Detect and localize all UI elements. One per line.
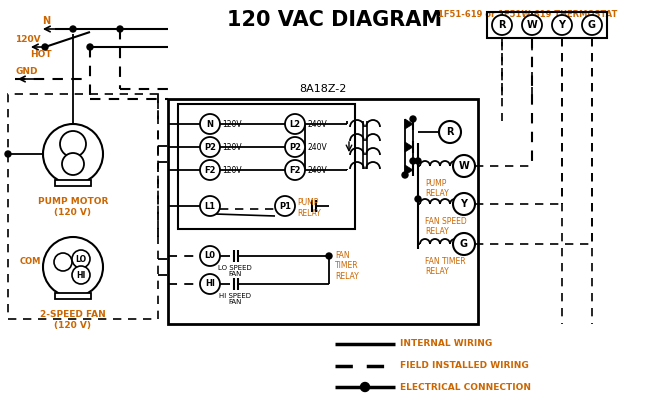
Bar (168, 99, 478, 324)
Text: LO SPEED
FAN: LO SPEED FAN (218, 265, 252, 277)
Circle shape (285, 160, 305, 180)
Circle shape (415, 196, 421, 202)
Circle shape (552, 15, 572, 35)
Text: 1F51-619 or 1F51W-619 THERMOSTAT: 1F51-619 or 1F51W-619 THERMOSTAT (438, 10, 618, 19)
Circle shape (453, 155, 475, 177)
Text: R: R (498, 20, 506, 30)
Text: 120V: 120V (222, 166, 242, 174)
Text: FAN SPEED
RELAY: FAN SPEED RELAY (425, 217, 467, 236)
Bar (487, 12, 607, 38)
Text: HI: HI (76, 271, 86, 279)
Circle shape (200, 246, 220, 266)
Circle shape (72, 250, 90, 268)
Text: 240V: 240V (307, 142, 327, 152)
Text: P1: P1 (279, 202, 291, 210)
Text: F2: F2 (289, 166, 301, 174)
Circle shape (117, 26, 123, 32)
Circle shape (87, 44, 93, 50)
Text: ELECTRICAL CONNECTION: ELECTRICAL CONNECTION (400, 383, 531, 391)
Text: G: G (588, 20, 596, 30)
Circle shape (200, 274, 220, 294)
Text: L1: L1 (204, 202, 216, 210)
Circle shape (285, 114, 305, 134)
Text: HOT: HOT (30, 50, 52, 59)
Text: 240V: 240V (307, 166, 327, 174)
Bar (178, 104, 355, 229)
Circle shape (415, 158, 421, 164)
Polygon shape (405, 165, 413, 175)
Text: FAN
TIMER
RELAY: FAN TIMER RELAY (335, 251, 358, 281)
Circle shape (72, 266, 90, 284)
Text: Y: Y (460, 199, 468, 209)
Text: G: G (460, 239, 468, 249)
Circle shape (275, 196, 295, 216)
Text: W: W (459, 161, 470, 171)
Circle shape (200, 160, 220, 180)
Text: COM: COM (19, 258, 41, 266)
Circle shape (410, 158, 416, 164)
Text: 8A18Z-2: 8A18Z-2 (299, 84, 346, 94)
Circle shape (70, 26, 76, 32)
Circle shape (54, 253, 72, 271)
Bar (8, 94, 158, 319)
Bar (55, 180, 91, 186)
Text: P2: P2 (289, 142, 301, 152)
Circle shape (43, 124, 103, 184)
Text: R: R (446, 127, 454, 137)
Circle shape (5, 151, 11, 157)
Text: W: W (527, 20, 537, 30)
Circle shape (402, 172, 408, 178)
Circle shape (60, 131, 86, 157)
Circle shape (453, 193, 475, 215)
Text: PUMP
RELAY: PUMP RELAY (297, 198, 321, 218)
Circle shape (326, 253, 332, 259)
Text: F2: F2 (204, 166, 216, 174)
Text: FIELD INSTALLED WIRING: FIELD INSTALLED WIRING (400, 362, 529, 370)
Text: FAN TIMER
RELAY: FAN TIMER RELAY (425, 257, 466, 277)
Text: Y: Y (559, 20, 565, 30)
Text: 2-SPEED FAN
(120 V): 2-SPEED FAN (120 V) (40, 310, 106, 330)
Text: L2: L2 (289, 119, 301, 129)
Text: 120V: 120V (222, 119, 242, 129)
Text: LO: LO (76, 254, 86, 264)
Text: P2: P2 (204, 142, 216, 152)
Text: 240V: 240V (307, 119, 327, 129)
Text: GND: GND (15, 67, 38, 76)
Circle shape (200, 196, 220, 216)
Circle shape (42, 44, 48, 50)
Text: N: N (42, 16, 50, 26)
Text: HI: HI (205, 279, 215, 289)
Text: PUMP MOTOR
(120 V): PUMP MOTOR (120 V) (38, 197, 108, 217)
Text: 120 VAC DIAGRAM: 120 VAC DIAGRAM (227, 10, 443, 30)
Text: PUMP
RELAY: PUMP RELAY (425, 179, 449, 199)
Circle shape (285, 137, 305, 157)
Polygon shape (405, 142, 413, 152)
Circle shape (62, 153, 84, 175)
Circle shape (582, 15, 602, 35)
Circle shape (200, 114, 220, 134)
Circle shape (439, 121, 461, 143)
Circle shape (410, 116, 416, 122)
Polygon shape (405, 119, 413, 129)
Circle shape (453, 233, 475, 255)
Circle shape (492, 15, 512, 35)
Text: N: N (206, 119, 214, 129)
Circle shape (200, 137, 220, 157)
Circle shape (43, 237, 103, 297)
Text: L0: L0 (204, 251, 216, 261)
Circle shape (522, 15, 542, 35)
Text: INTERNAL WIRING: INTERNAL WIRING (400, 339, 492, 349)
Text: 120V: 120V (15, 35, 41, 44)
Text: 120V: 120V (222, 142, 242, 152)
Bar (55, 293, 91, 299)
Circle shape (360, 383, 369, 391)
Text: HI SPEED
FAN: HI SPEED FAN (219, 293, 251, 305)
